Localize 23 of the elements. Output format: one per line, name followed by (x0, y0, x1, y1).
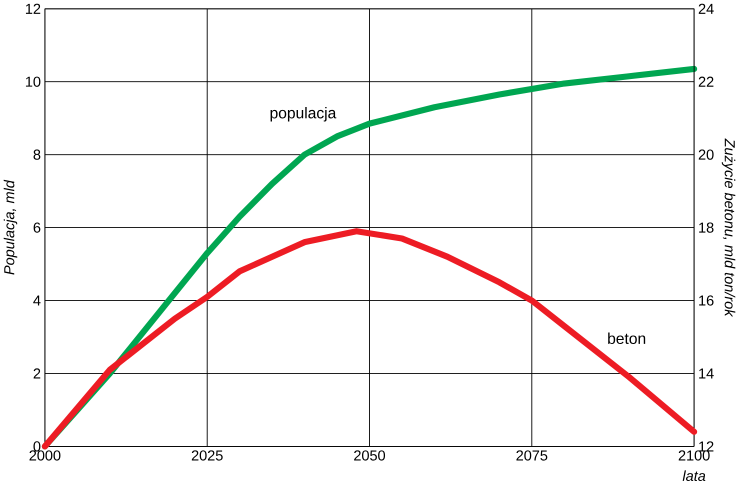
y-tick-label: 6 (34, 222, 40, 233)
y2-tick-label: 22 (698, 76, 714, 87)
x-axis-title: lata (682, 470, 706, 482)
y2-tick-label: 18 (699, 222, 714, 233)
y-tick-label: 12 (26, 4, 40, 14)
y-axis-title: Populacja, mld (4, 180, 18, 275)
x-tick-label: 2100 (678, 450, 710, 461)
x-tick-label: 2050 (354, 450, 386, 461)
y-tick-label: 8 (34, 150, 40, 160)
y-tick-label: 2 (34, 368, 40, 379)
series-label: populacja (270, 107, 336, 122)
y2-axis-title: Zużycie betonu, mld ton/rok (722, 138, 736, 318)
y2-tick-label: 12 (699, 441, 714, 452)
x-tick-label: 2025 (192, 450, 223, 461)
y2-tick-label: 16 (699, 296, 714, 306)
x-tick-label: 2000 (30, 450, 60, 461)
y2-tick-label: 20 (698, 150, 714, 160)
y-tick-label: 4 (33, 296, 41, 306)
series-label: beton (608, 332, 646, 344)
x-tick-label: 2075 (516, 450, 548, 461)
y2-tick-label: 14 (699, 368, 714, 379)
y-tick-label: 10 (26, 76, 40, 87)
y2-tick-label: 24 (698, 4, 714, 14)
